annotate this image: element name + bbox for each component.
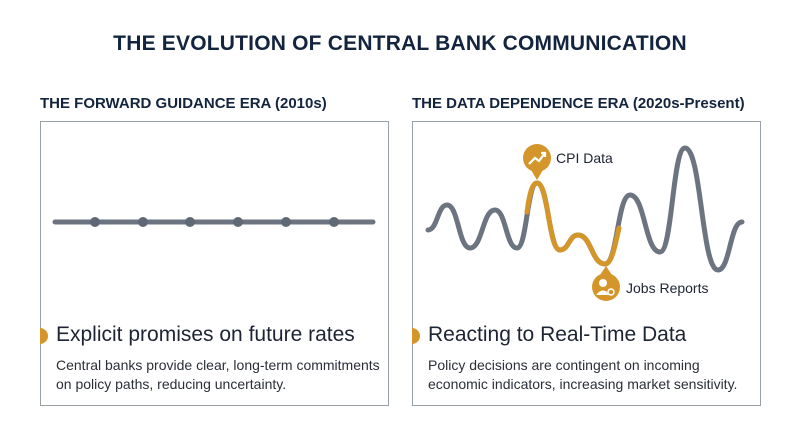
panel-frame (40, 121, 389, 406)
panel-text: Central banks provide clear, long-term c… (56, 357, 380, 392)
bullet (40, 328, 48, 344)
panel-heading: THE DATA DEPENDENCE ERA (2020s-Present) (412, 95, 745, 112)
jobs-marker (592, 266, 620, 301)
panel-heading: THE FORWARD GUIDANCE ERA (2010s) (40, 95, 327, 112)
panel-frame (412, 121, 761, 406)
panel-subheading: Explicit promises on future rates (56, 323, 355, 346)
volatile-wave (425, 145, 745, 273)
panel-text: Policy decisions are contingent on incom… (428, 357, 738, 392)
bullet (412, 328, 420, 344)
flat-line (52, 217, 376, 227)
callout-label: Jobs Reports (626, 280, 709, 296)
panel-subheading: Reacting to Real-Time Data (428, 323, 687, 346)
cpi-marker (523, 144, 551, 180)
title: THE EVOLUTION OF CENTRAL BANK COMMUNICAT… (113, 32, 687, 55)
callout-label: CPI Data (556, 150, 613, 166)
